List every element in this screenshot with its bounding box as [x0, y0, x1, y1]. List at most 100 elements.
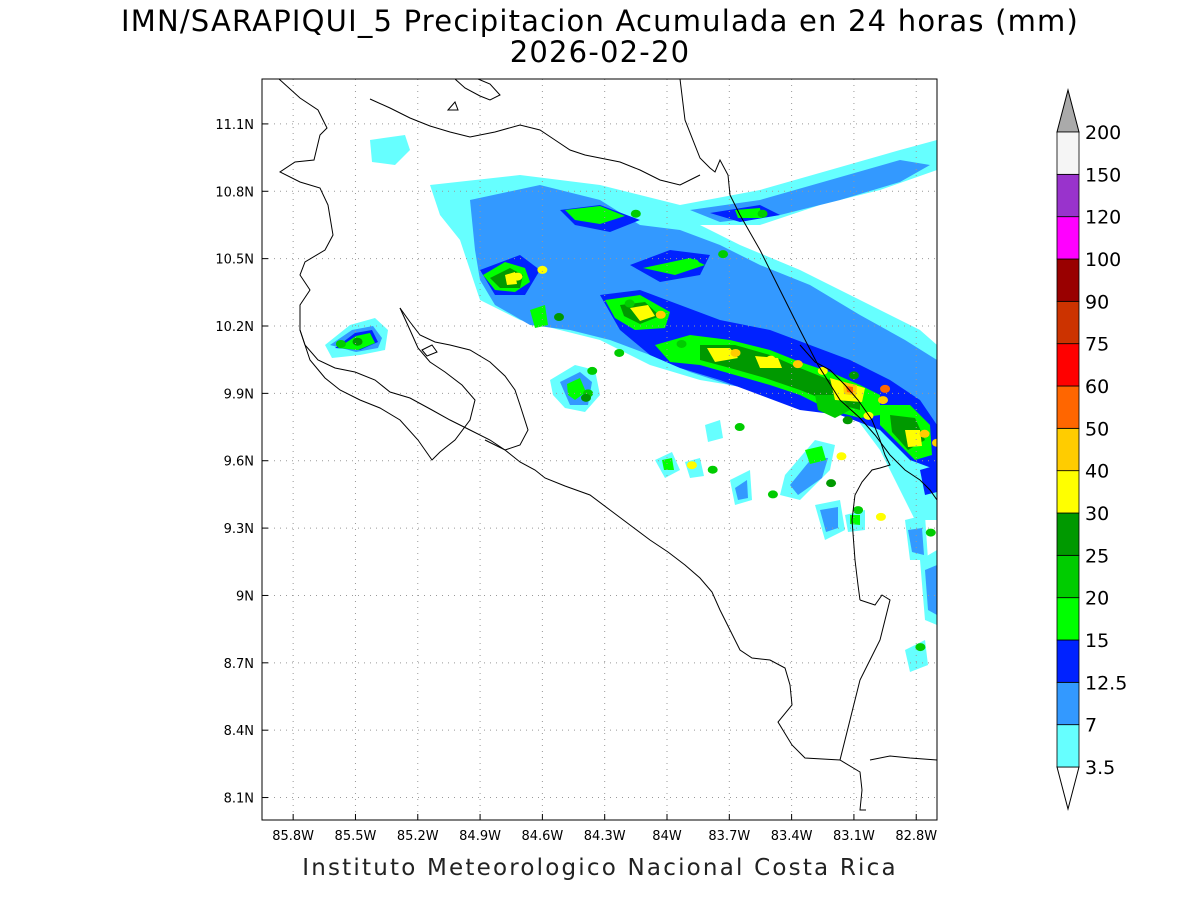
precip-cell [587, 366, 598, 375]
lat-tick-label: 9.6N [224, 455, 254, 470]
lat-tick-label: 10.8N [215, 185, 254, 200]
precip-cell [655, 310, 666, 319]
pacific-coastline [278, 79, 866, 811]
precip-cell [581, 393, 591, 402]
precip-cell [863, 411, 874, 420]
colorbar-label: 120 [1085, 207, 1121, 229]
precip-cell [875, 512, 886, 521]
colorbar-label: 50 [1085, 418, 1109, 440]
precip-cell [689, 259, 699, 268]
institution-footer: Instituto Meteorologico Nacional Costa R… [302, 855, 898, 881]
lat-tick-label: 9N [236, 589, 254, 604]
precipitation-field [325, 135, 937, 672]
lon-tick-label: 83.7W [708, 829, 750, 844]
bocas-island [421, 344, 438, 357]
precip-band-12p5 [920, 465, 937, 495]
lat-tick-label: 10.2N [215, 320, 254, 335]
colorbar-box [1056, 554, 1080, 599]
panama-border [799, 344, 891, 601]
nicaragua-border [369, 98, 701, 186]
lon-tick-label: 85.5W [335, 829, 377, 844]
lat-tick-label: 8.1N [224, 792, 254, 807]
colorbar: 3.5 7 12.5 15 20 25 30 40 50 60 75 90 100 120 150 200 [1056, 88, 1127, 811]
map-date: 2026-02-20 [509, 35, 691, 69]
precip-band-15 [567, 378, 586, 400]
precip-cell [925, 528, 936, 537]
nicaragua-lake-shore [454, 79, 501, 101]
colorbar-box [1056, 258, 1080, 302]
nicaragua-island [446, 101, 459, 111]
colorbar-label: 7 [1085, 715, 1097, 737]
colorbar-label: 20 [1085, 588, 1109, 610]
colorbar-label: 30 [1085, 503, 1109, 525]
lat-tick-label: 9.3N [224, 522, 254, 537]
caribbean-coastline [679, 79, 937, 501]
lon-tick-label: 83.4W [771, 829, 813, 844]
lon-tick-label: 84W [652, 829, 682, 844]
burica-coast [839, 594, 891, 761]
colorbar-box [1056, 681, 1080, 726]
colorbar-box [1056, 597, 1080, 641]
map-axes: 85.8W 85.5W 85.2W 84.9W 84.6W 84.3W 84W 83.7W 83… [215, 118, 937, 844]
lon-tick-label: 85.8W [272, 829, 314, 844]
precip-cell [765, 355, 776, 364]
precip-band-7 [790, 458, 828, 495]
precip-band-15 [565, 206, 625, 224]
lat-tick-label: 8.7N [224, 657, 254, 672]
map-frame [261, 78, 938, 821]
colorbar-label: 150 [1085, 164, 1121, 186]
lon-tick-label: 84.6W [521, 829, 563, 844]
colorbar-box [1056, 639, 1080, 683]
precip-band-15 [735, 208, 762, 218]
precip-band-7 [925, 565, 937, 615]
precip-cell [757, 209, 768, 218]
colorbar-label: 12.5 [1085, 672, 1127, 694]
precip-band-7 [735, 480, 748, 500]
lon-tick-label: 83.1W [833, 829, 875, 844]
precip-cell [630, 209, 641, 218]
lon-tick-label: 85.2W [397, 829, 439, 844]
coastlines [278, 79, 937, 811]
precip-cell [676, 339, 687, 348]
colorbar-label: 200 [1085, 122, 1121, 144]
colorbar-box [1056, 512, 1080, 556]
precip-band-15 [662, 458, 674, 470]
precip-cell [730, 348, 741, 357]
precip-band-15 [530, 305, 548, 328]
precip-cell [767, 490, 778, 499]
colorbar-box [1056, 427, 1080, 472]
colorbar-box [1056, 131, 1080, 175]
nicoya-gulf-coast [399, 307, 529, 451]
precip-cell [512, 272, 523, 281]
precip-cell [932, 438, 937, 447]
map-title: IMN/SARAPIQUI_5 Precipitacion Acumulada … [120, 4, 1080, 38]
precip-cell [842, 416, 853, 425]
colorbar-box [1056, 343, 1080, 387]
precip-cell [878, 396, 888, 405]
colorbar-box [1056, 470, 1080, 514]
precip-cell [792, 360, 803, 369]
precip-cell [554, 313, 564, 322]
precip-band-30 [707, 348, 738, 362]
colorbar-min-triangle [1056, 766, 1080, 811]
colorbar-label: 15 [1085, 630, 1109, 652]
precip-cell [853, 506, 864, 515]
precip-band-7 [690, 160, 930, 222]
lat-tick-label: 11.1N [215, 118, 254, 133]
colorbar-box [1056, 216, 1080, 260]
precip-band-7 [820, 507, 838, 532]
lat-tick-label: 9.9N [224, 387, 254, 402]
lat-tick-label: 10.5N [215, 253, 254, 268]
precip-cell [919, 429, 930, 438]
colorbar-label: 60 [1085, 376, 1109, 398]
lon-tick-label: 84.3W [584, 829, 626, 844]
precip-cell [915, 643, 926, 652]
nicoya-peninsula-coast [299, 307, 476, 461]
colorbar-label: 90 [1085, 291, 1109, 313]
precip-cell [718, 250, 729, 259]
panama-south-coast [869, 755, 937, 761]
colorbar-label: 100 [1085, 249, 1121, 271]
precip-cell [826, 479, 837, 488]
colorbar-box [1056, 385, 1080, 429]
